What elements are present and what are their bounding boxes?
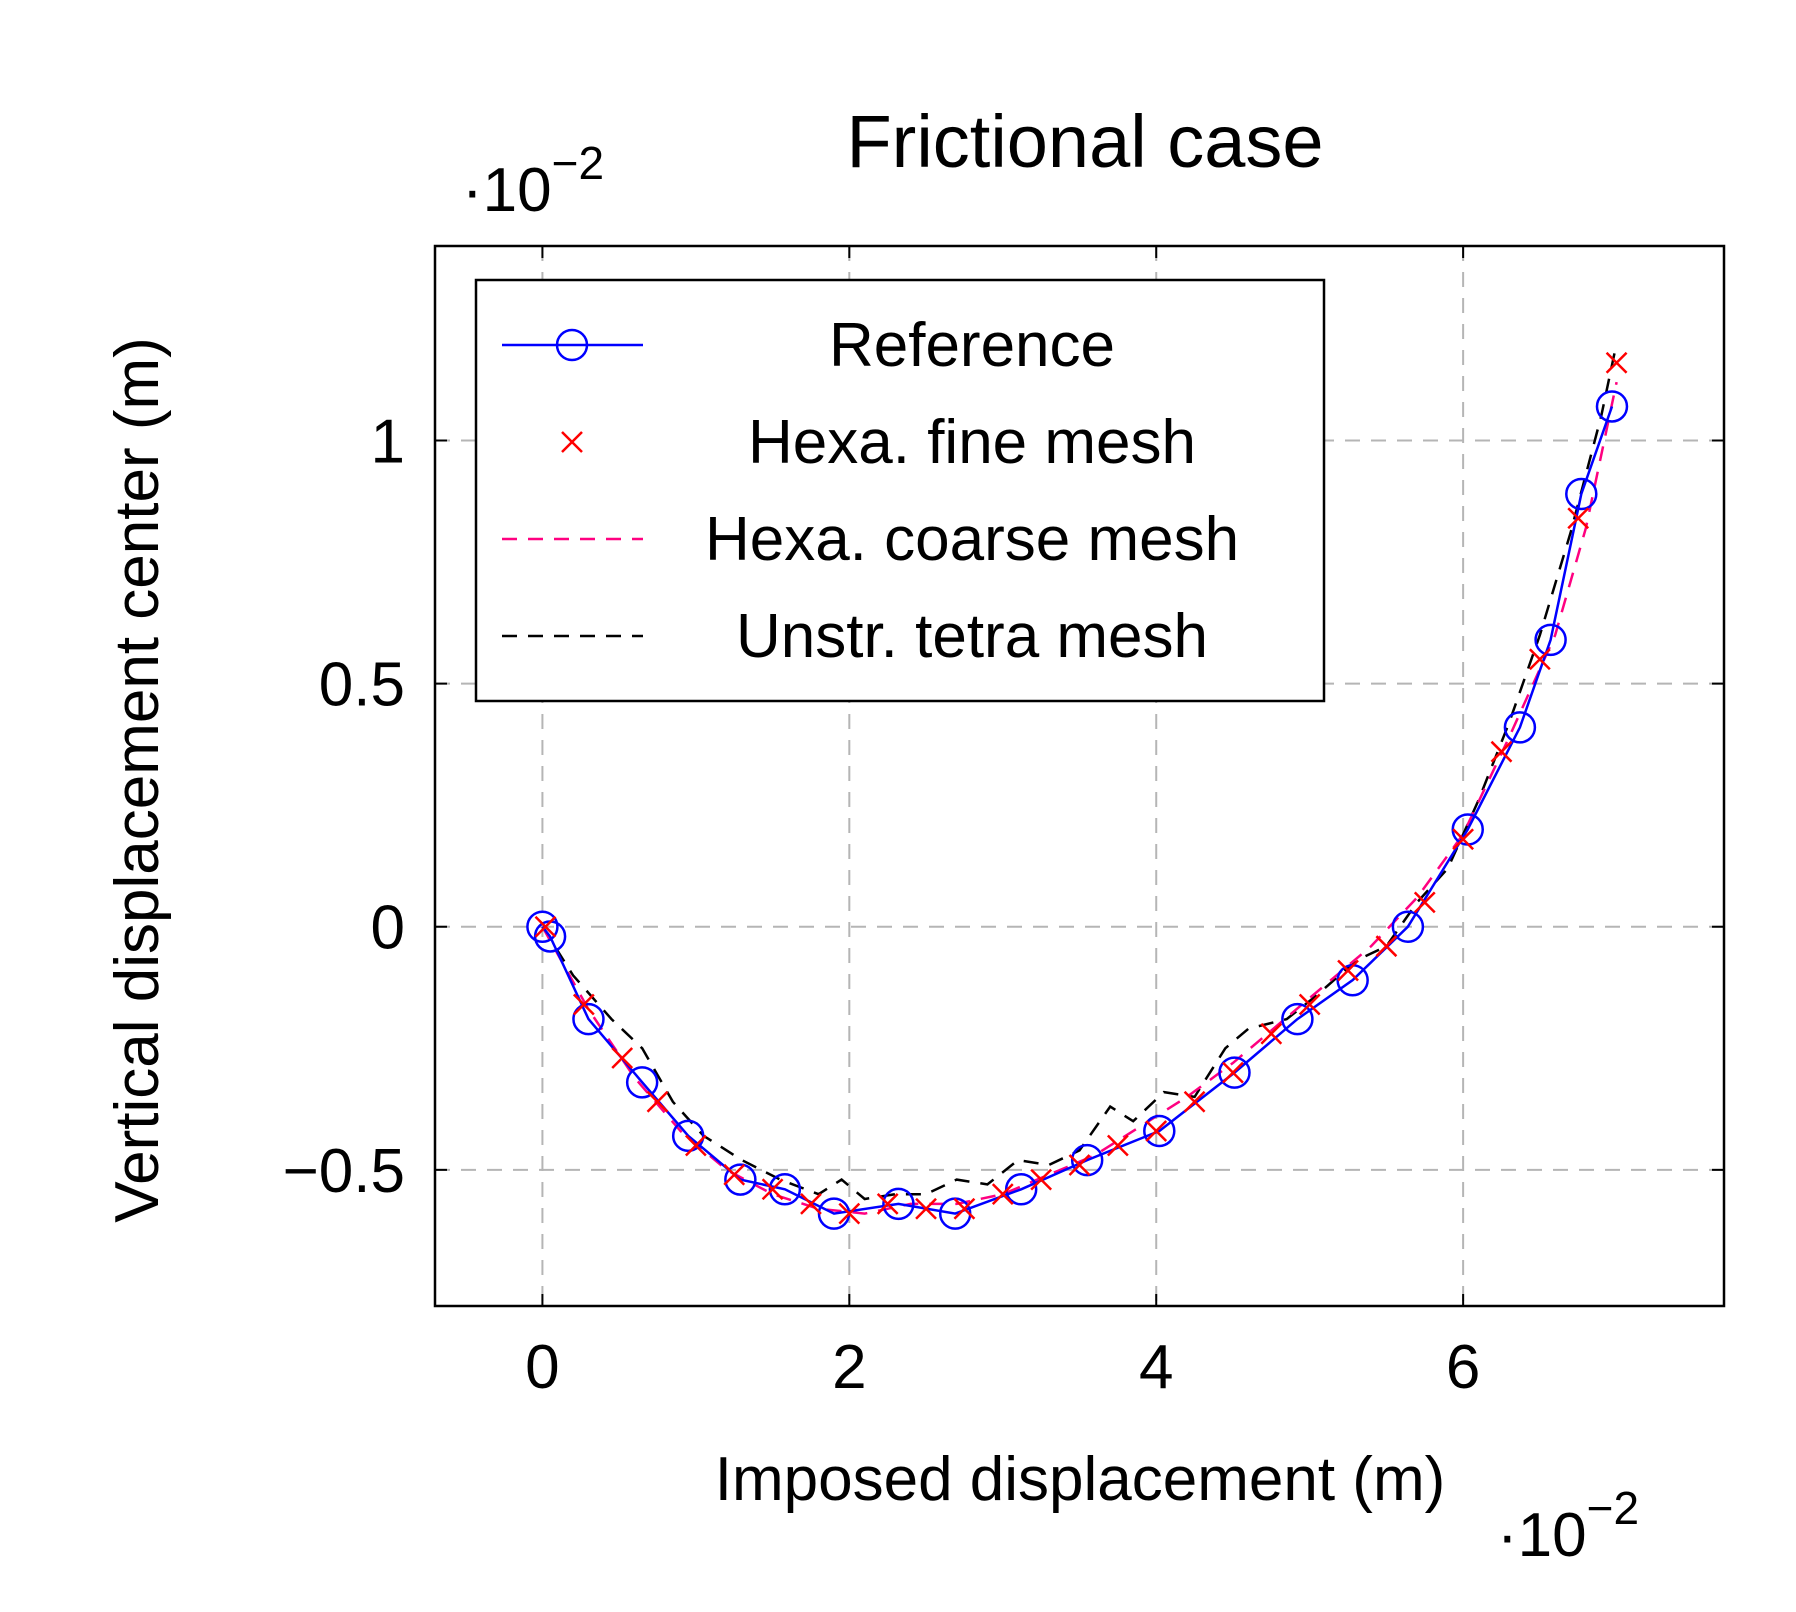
point-hexa-fine-mesh-27 bbox=[1567, 507, 1590, 530]
legend-swatch-reference-marker bbox=[555, 328, 589, 362]
x-tick-label-0: 0 bbox=[525, 1333, 559, 1402]
y-scale-label: ·10−2 bbox=[462, 137, 604, 225]
point-hexa-fine-mesh-13 bbox=[1030, 1168, 1053, 1191]
point-hexa-fine-mesh-12 bbox=[991, 1183, 1014, 1206]
point-reference-4 bbox=[671, 1119, 705, 1153]
x-scale-label: ·10−2 bbox=[1497, 1482, 1639, 1570]
point-reference-20 bbox=[1565, 477, 1598, 511]
y-tick-label-0: −0.5 bbox=[283, 1137, 405, 1206]
point-hexa-fine-mesh-25 bbox=[1490, 740, 1513, 763]
point-hexa-fine-mesh-3 bbox=[646, 1090, 669, 1113]
point-reference-16 bbox=[1391, 910, 1425, 943]
y-tick-label-3: 1 bbox=[371, 407, 405, 476]
point-hexa-fine-mesh-0 bbox=[534, 915, 557, 938]
point-hexa-fine-mesh-23 bbox=[1413, 891, 1436, 914]
point-hexa-fine-mesh-24 bbox=[1452, 828, 1475, 851]
legend-entry-hexa-fine: Hexa. fine mesh bbox=[561, 408, 1196, 477]
plot-frame bbox=[433, 244, 1726, 1308]
legend-swatch-hexa-fine-marker bbox=[561, 431, 583, 453]
legend-entry-unstr-tetra: Unstr. tetra mesh bbox=[502, 602, 1208, 671]
point-hexa-fine-mesh-9 bbox=[876, 1193, 899, 1215]
point-hexa-fine-mesh-15 bbox=[1106, 1134, 1129, 1157]
legend-label-hexa-coarse: Hexa. coarse mesh bbox=[705, 505, 1239, 574]
point-reference-13 bbox=[1218, 1056, 1251, 1089]
point-reference-6 bbox=[768, 1173, 802, 1206]
point-hexa-fine-mesh-2 bbox=[611, 1047, 634, 1069]
point-hexa-fine-mesh-18 bbox=[1222, 1061, 1244, 1084]
series-line-unstr-tetra-mesh bbox=[541, 342, 1618, 1201]
legend-box bbox=[474, 278, 1326, 703]
axis-ticks: 0 2 4 6 −0.5 0 0.5 1 bbox=[283, 246, 1724, 1402]
chart-title: Frictional case bbox=[846, 100, 1323, 183]
legend-entry-reference: Reference bbox=[502, 311, 1115, 380]
point-hexa-fine-mesh-7 bbox=[800, 1193, 822, 1215]
point-reference-11 bbox=[1070, 1143, 1104, 1177]
point-hexa-fine-mesh-6 bbox=[761, 1178, 784, 1201]
point-reference-12 bbox=[1143, 1114, 1176, 1148]
point-reference-5 bbox=[724, 1163, 757, 1196]
y-axis-label: Vertical displacement center (m) bbox=[103, 337, 172, 1223]
y-tick-label-1: 0 bbox=[371, 894, 405, 963]
point-hexa-fine-mesh-14 bbox=[1068, 1154, 1091, 1176]
point-reference-19 bbox=[1534, 623, 1567, 657]
point-hexa-fine-mesh-10 bbox=[915, 1197, 937, 1220]
point-hexa-fine-mesh-5 bbox=[723, 1163, 746, 1186]
point-hexa-fine-mesh-17 bbox=[1183, 1090, 1206, 1113]
point-reference-21 bbox=[1595, 390, 1629, 423]
point-hexa-fine-mesh-11 bbox=[953, 1197, 976, 1220]
point-reference-0 bbox=[526, 910, 559, 943]
legend-label-unstr-tetra: Unstr. tetra mesh bbox=[736, 602, 1208, 671]
x-axis-label: Imposed displacement (m) bbox=[715, 1445, 1446, 1514]
y-scale-base: ·10 bbox=[462, 156, 552, 225]
point-hexa-fine-mesh-21 bbox=[1337, 959, 1359, 982]
y-scale-exponent: −2 bbox=[552, 137, 604, 189]
x-scale-exponent: −2 bbox=[1587, 1482, 1639, 1534]
legend-entry-hexa-coarse: Hexa. coarse mesh bbox=[502, 505, 1239, 574]
series-layer bbox=[526, 342, 1629, 1230]
series-hexa-fine-mesh bbox=[534, 351, 1628, 1225]
x-scale-base: ·10 bbox=[1497, 1501, 1587, 1570]
point-hexa-fine-mesh-4 bbox=[684, 1134, 707, 1157]
point-hexa-fine-mesh-16 bbox=[1145, 1120, 1168, 1142]
point-reference-3 bbox=[625, 1066, 659, 1099]
legend-label-hexa-fine: Hexa. fine mesh bbox=[748, 408, 1196, 477]
x-tick-label-2: 4 bbox=[1139, 1333, 1173, 1402]
x-tick-label-1: 2 bbox=[832, 1333, 866, 1402]
point-hexa-fine-mesh-20 bbox=[1298, 993, 1321, 1016]
x-tick-label-3: 6 bbox=[1446, 1333, 1480, 1402]
legend-label-reference: Reference bbox=[829, 311, 1115, 380]
y-tick-label-2: 0.5 bbox=[319, 651, 405, 720]
point-reference-14 bbox=[1281, 1002, 1314, 1036]
point-reference-18 bbox=[1503, 711, 1537, 744]
legend: Reference Hexa. fine mesh Hexa. coarse m… bbox=[474, 278, 1326, 703]
point-reference-2 bbox=[572, 1002, 605, 1036]
series-unstr-tetra-mesh bbox=[541, 342, 1618, 1201]
point-hexa-fine-mesh-8 bbox=[838, 1202, 861, 1225]
point-hexa-fine-mesh-28 bbox=[1605, 351, 1628, 374]
point-hexa-fine-mesh-26 bbox=[1528, 648, 1551, 671]
point-hexa-fine-mesh-19 bbox=[1260, 1022, 1283, 1045]
point-reference-8 bbox=[882, 1187, 915, 1221]
point-hexa-fine-mesh-1 bbox=[572, 993, 595, 1016]
point-hexa-fine-mesh-22 bbox=[1375, 935, 1398, 958]
